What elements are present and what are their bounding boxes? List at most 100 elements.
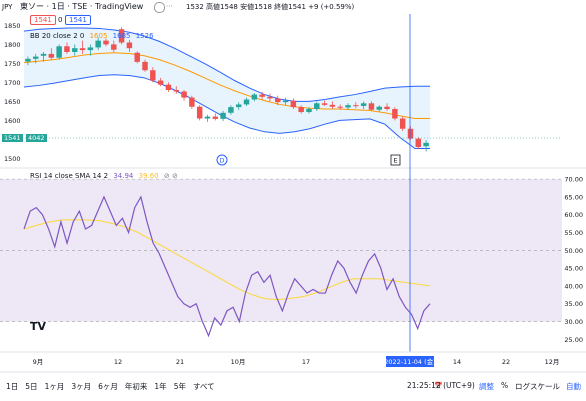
auto-scale-toggle[interactable]: 自動 [566,382,581,391]
candle-body [251,94,258,100]
rsi-band-lines [0,178,562,322]
candle [111,40,117,52]
candle-body [407,128,414,139]
time-tick-label: 17 [302,358,310,366]
range-button[interactable]: 6ヶ月 [98,382,118,391]
range-button[interactable]: 5日 [25,382,38,391]
more-icon[interactable]: ⋯ [166,2,173,10]
candle-body [392,109,398,119]
candle [259,91,265,100]
hide-eye-icon[interactable]: ⊘ [163,172,170,180]
candle-body [189,97,195,107]
candle [103,38,109,47]
rsi-tick-label: 60.00 [564,211,583,219]
settings-icon[interactable]: ⊘ [171,172,178,180]
time-axis[interactable]: 9月 12 21 10月 17 2022-11-04 (金) 14 22 12月 [33,356,560,367]
range-button[interactable]: 1年 [154,382,167,391]
price-tick-label: 1650 [4,98,21,106]
earnings-marker-label: E [393,157,397,165]
bollinger-lower-line [23,74,430,150]
candle [118,27,125,45]
range-button[interactable]: 5年 [173,382,186,391]
range-button[interactable]: 年初来 [124,382,148,391]
percent-toggle[interactable]: % [501,381,509,390]
candle [32,53,39,64]
bb-legend[interactable]: BB 20 close 2 0 1605 1685 1526 [30,32,154,40]
eye-icon[interactable] [154,2,165,13]
candle [173,86,179,94]
candle-body [72,48,78,52]
crosshair-date-badge [386,356,434,367]
candle [306,107,312,114]
rsi-pane: 25.00 30.00 35.00 40.00 45.00 50.00 55.00 60.00… [0,176,583,344]
bb-basis-value: 1605 [89,32,108,40]
candle [212,113,219,121]
clock-display[interactable]: 21:25:12 (UTC+9) [407,381,475,390]
rsi-tick-label: 50.00 [564,247,583,255]
candle [150,67,156,83]
earnings-marker[interactable]: E [390,154,401,166]
log-scale-toggle[interactable]: ログスケール [515,382,560,391]
candle [142,59,148,72]
rsi-axis: 25.00 30.00 35.00 40.00 45.00 50.00 55.00 60.00… [564,176,583,344]
range-buttons: 1日 5日 1ヶ月 3ヶ月 6ヶ月 年初来 1年 5年 すべて [6,381,215,392]
candle-body [368,103,375,110]
price-badge: 1541 [2,134,23,142]
candle [368,101,375,111]
candle [189,95,195,109]
sell-button[interactable]: 1541 [30,15,56,25]
candle-body [134,52,140,62]
rsi-tick-label: 55.00 [564,229,583,237]
rsi-tick-label: 45.00 [564,265,583,273]
volume-badge: 4042 [26,134,47,142]
ohlc-values: 1532 高値1548 安値1518 終値1541 +9 (+0.59%) [186,3,355,11]
candle-body [126,42,133,49]
candle-body [314,103,320,109]
candle-body [150,70,156,81]
rsi-line [23,195,431,338]
candle-body [181,91,187,98]
buy-button[interactable]: 1541 [65,15,91,25]
candle [56,44,62,60]
candle-body [423,142,429,147]
tradingview-logo[interactable]: TV [30,320,47,333]
rsi-tick-label: 70.00 [564,176,583,184]
candle-body [95,40,101,48]
candle-body [399,118,406,129]
range-button[interactable]: 3ヶ月 [71,382,92,391]
range-button[interactable]: すべて [192,382,215,391]
candle-body [48,53,55,58]
candle [251,93,258,102]
candle [282,97,289,106]
candle-body [87,47,94,51]
rsi-tick-label: 40.00 [564,282,583,290]
candle [126,39,133,52]
calendar-icon[interactable]: 📅 [434,382,443,390]
candle [337,104,343,110]
candle [87,44,94,56]
candle [321,100,328,106]
range-button[interactable]: 1日 [6,382,19,391]
candle [399,116,406,132]
candle [48,48,55,60]
candle [423,140,429,152]
candle-body [267,96,273,99]
candle-body [376,106,382,110]
candle-body [118,29,125,43]
range-button[interactable]: 1ヶ月 [44,382,65,391]
rsi-legend[interactable]: RSI 14 close SMA 14 2 34.94 39.60 ⊘ ⊘ [30,172,178,180]
bb-upper-value: 1685 [112,32,131,40]
dividend-marker-label: D [219,157,224,165]
candle-body [259,94,265,97]
adjust-toggle[interactable]: 調整 [479,382,494,391]
candle [134,51,140,64]
rsi-tick-label: 35.00 [564,300,583,308]
candle [157,77,164,87]
candle-body [196,106,203,119]
price-tick-label: 1600 [4,117,21,125]
candle [314,101,320,111]
candle-body [306,109,312,113]
dividend-marker[interactable]: D [216,154,228,166]
